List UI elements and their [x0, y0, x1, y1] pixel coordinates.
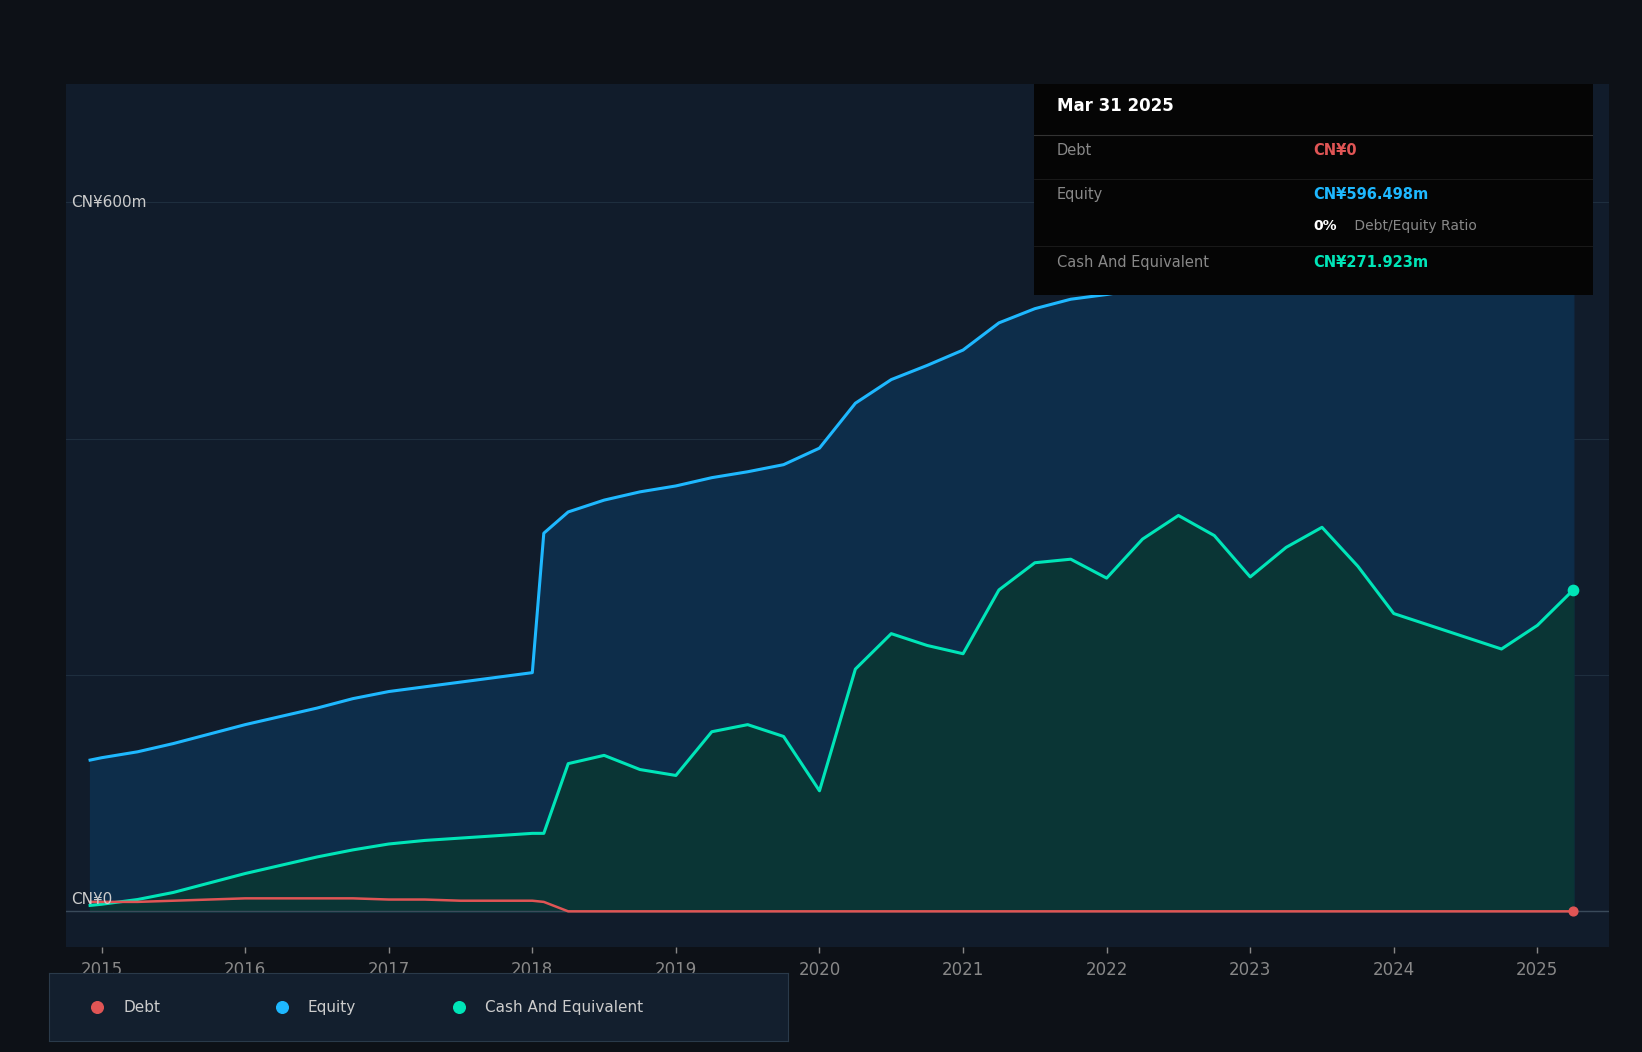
Point: [447, 999, 473, 1016]
Point: [1560, 199, 1586, 216]
Point: [1560, 582, 1586, 599]
Text: CN¥271.923m: CN¥271.923m: [1314, 255, 1429, 269]
Point: [269, 999, 296, 1016]
Text: 0%: 0%: [1314, 219, 1337, 232]
Point: [1560, 903, 1586, 919]
Text: Debt: Debt: [123, 999, 161, 1015]
Text: CN¥596.498m: CN¥596.498m: [1314, 187, 1429, 202]
Text: Cash And Equivalent: Cash And Equivalent: [1057, 255, 1209, 269]
Text: Debt: Debt: [1057, 143, 1092, 158]
Text: Equity: Equity: [309, 999, 356, 1015]
Point: [84, 999, 110, 1016]
Text: CN¥0: CN¥0: [71, 892, 113, 907]
Text: Debt/Equity Ratio: Debt/Equity Ratio: [1350, 219, 1476, 232]
Text: Cash And Equivalent: Cash And Equivalent: [486, 999, 644, 1015]
Text: Equity: Equity: [1057, 187, 1103, 202]
Text: CN¥600m: CN¥600m: [71, 195, 146, 209]
Text: Mar 31 2025: Mar 31 2025: [1057, 97, 1174, 115]
Text: CN¥0: CN¥0: [1314, 143, 1358, 158]
